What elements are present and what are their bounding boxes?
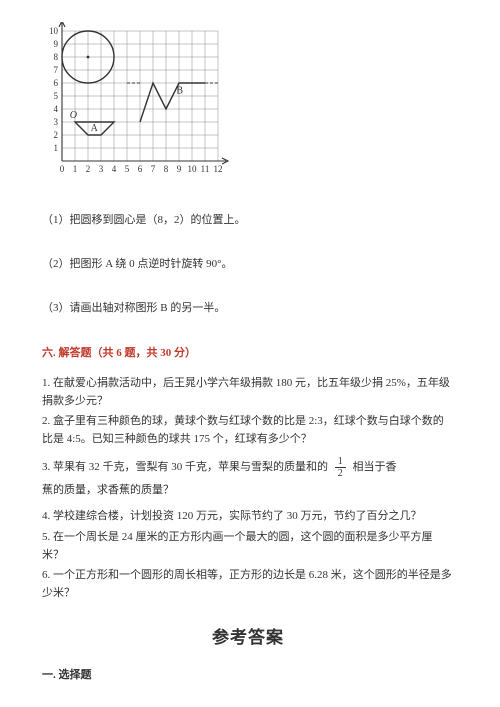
frac-num: 1	[335, 456, 346, 468]
svg-text:7: 7	[151, 164, 156, 174]
svg-text:4: 4	[112, 164, 117, 174]
svg-text:3: 3	[54, 117, 59, 127]
svg-text:8: 8	[54, 52, 59, 62]
q4: 4. 学校建综合楼，计划投资 120 万元，实际节约了 30 万元，节约了百分之…	[42, 507, 454, 525]
fraction-half: 1 2	[335, 456, 346, 479]
svg-text:11: 11	[201, 164, 210, 174]
svg-text:8: 8	[164, 164, 169, 174]
svg-text:10: 10	[49, 26, 59, 36]
svg-text:4: 4	[54, 104, 59, 114]
svg-text:6: 6	[54, 78, 59, 88]
svg-text:A: A	[91, 123, 99, 134]
answers-section-1: 一. 选择题	[42, 666, 454, 684]
svg-text:9: 9	[54, 39, 59, 49]
q3-part-b: 相当于香	[353, 461, 397, 473]
grid-svg: 012345678910111212345678910AOB	[42, 22, 243, 179]
geometry-figure: 012345678910111212345678910AOB	[42, 22, 454, 185]
q3-line1: 3. 苹果有 32 千克，雪梨有 30 千克，苹果与雪梨的质量和的 1 2 相当…	[42, 456, 454, 479]
svg-text:0: 0	[60, 164, 65, 174]
q5: 5. 在一个周长是 24 厘米的正方形内画一个最大的圆，这个圆的面积是多少平方厘…	[42, 528, 454, 564]
answers-title: 参考答案	[42, 624, 454, 652]
q3-line2: 蕉的质量，求香蕉的质量？	[42, 481, 454, 499]
svg-text:2: 2	[54, 130, 59, 140]
q2: 2. 盒子里有三种颜色的球，黄球个数与红球个数的比是 2:3，红球个数与白球个数…	[42, 412, 454, 448]
svg-text:5: 5	[54, 91, 59, 101]
task-2: （2）把图形 A 绕 0 点逆时针旋转 90°。	[42, 255, 454, 273]
q1: 1. 在献爱心捐款活动中，后王晁小学六年级捐款 180 元，比五年级少捐 25%…	[42, 374, 454, 410]
svg-text:9: 9	[177, 164, 182, 174]
svg-text:2: 2	[86, 164, 91, 174]
svg-text:B: B	[176, 85, 183, 96]
q6: 6. 一个正方形和一个圆形的周长相等，正方形的边长是 6.28 米，这个圆形的半…	[42, 566, 454, 602]
svg-text:6: 6	[138, 164, 143, 174]
task-1: （1）把圆移到圆心是（8，2）的位置上。	[42, 211, 454, 229]
svg-text:10: 10	[188, 164, 198, 174]
q3-part-a: 3. 苹果有 32 千克，雪梨有 30 千克，苹果与雪梨的质量和的	[42, 461, 328, 473]
svg-text:O: O	[70, 110, 77, 121]
frac-den: 2	[335, 468, 346, 479]
svg-text:5: 5	[125, 164, 130, 174]
section-6-title: 六. 解答题（共 6 题，共 30 分）	[42, 344, 454, 362]
svg-text:1: 1	[73, 164, 78, 174]
svg-text:12: 12	[214, 164, 223, 174]
svg-text:1: 1	[54, 143, 59, 153]
svg-text:3: 3	[99, 164, 104, 174]
task-3: （3）请画出轴对称图形 B 的另一半。	[42, 299, 454, 317]
svg-text:7: 7	[54, 65, 59, 75]
